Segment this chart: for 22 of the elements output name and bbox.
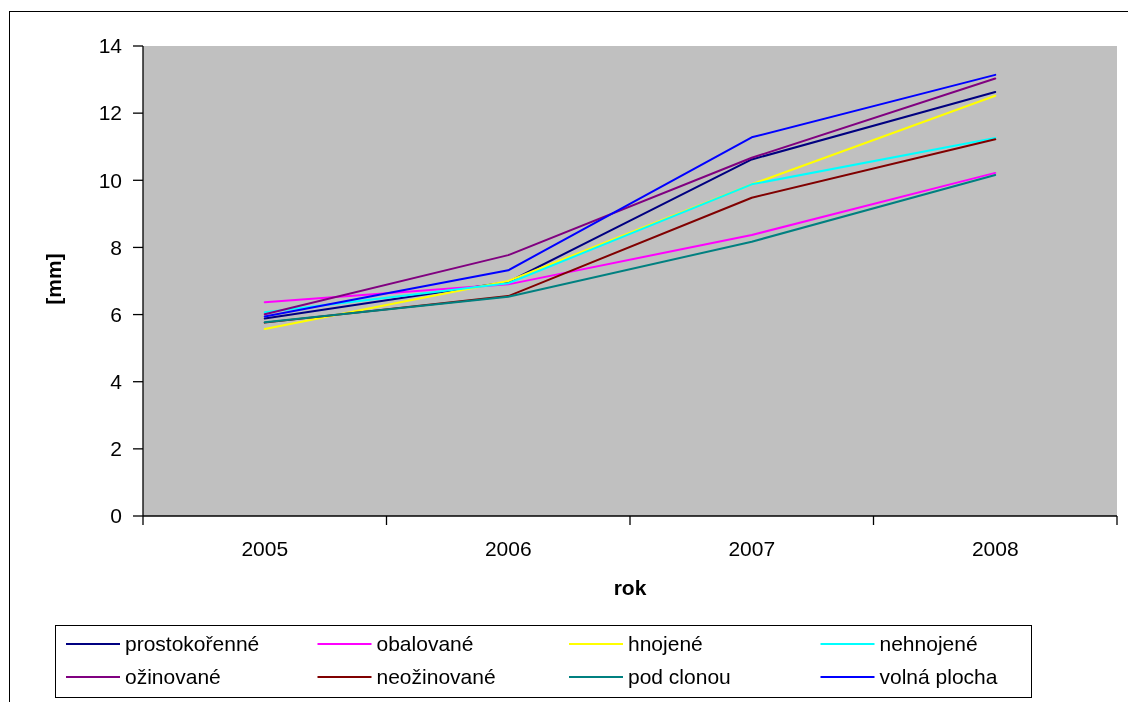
legend-label: neožinované [376, 665, 496, 688]
legend-label: hnojené [628, 632, 703, 655]
legend-label: ožinované [125, 665, 221, 688]
y-tick-label: 14 [98, 34, 123, 58]
y-tick-label: 6 [110, 302, 122, 326]
y-axis-title: [mm] [42, 253, 65, 305]
x-tick-label: 2007 [728, 537, 776, 560]
y-tick-label: 10 [98, 168, 122, 192]
x-tick-label: 2005 [241, 537, 289, 560]
x-axis-title: rok [613, 576, 647, 599]
y-tick-label: 12 [98, 101, 122, 125]
y-tick-label: 0 [110, 504, 122, 528]
y-tick-label: 4 [110, 370, 123, 394]
legend-label: volná plocha [879, 665, 998, 688]
x-tick-label: 2006 [484, 537, 532, 560]
x-tick-label: 2008 [971, 537, 1019, 560]
legend-label: prostokořenné [125, 632, 260, 655]
y-tick-label: 8 [110, 235, 122, 259]
y-tick-label: 2 [110, 437, 122, 461]
legend-label: nehnojené [879, 632, 978, 655]
legend-label: obalované [376, 632, 474, 655]
legend-label: pod clonou [628, 665, 731, 688]
